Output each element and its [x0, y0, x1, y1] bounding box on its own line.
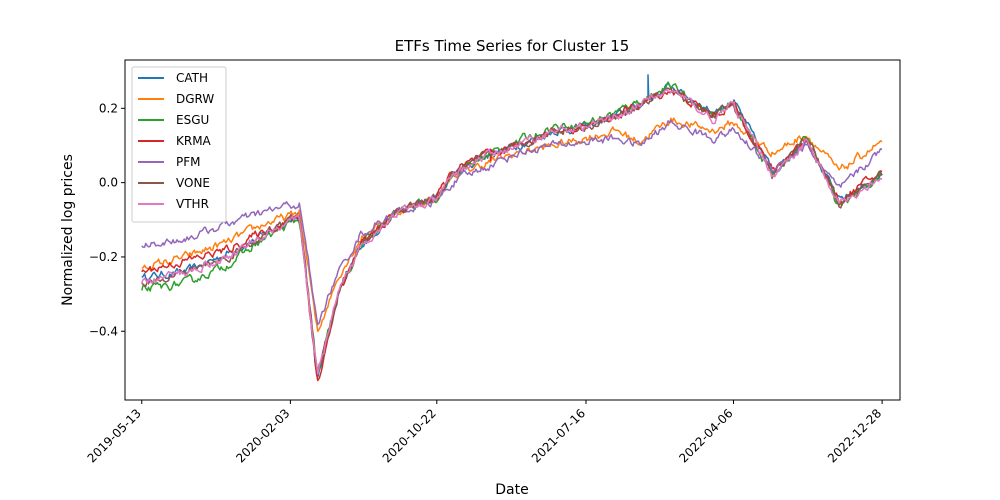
y-tick-label: −0.4	[89, 324, 118, 338]
y-tick-label: 0.2	[99, 101, 118, 115]
x-tick-label: 2021-07-16	[529, 406, 588, 465]
legend-label-krma: KRMA	[176, 134, 212, 148]
legend-label-vone: VONE	[176, 176, 210, 190]
legend-label-esgu: ESGU	[176, 113, 209, 127]
y-axis-label: Normalized log prices	[60, 154, 76, 306]
series-line-vthr	[141, 88, 883, 375]
series-line-dgrw	[141, 117, 883, 333]
x-axis-label: Date	[495, 482, 528, 498]
legend-label-pfm: PFM	[176, 155, 201, 169]
x-tick-label: 2022-04-06	[676, 406, 735, 465]
legend-label-vthr: VTHR	[176, 197, 209, 211]
legend-label-dgrw: DGRW	[176, 92, 214, 106]
x-tick-label: 2020-02-03	[233, 406, 292, 465]
x-tick-label: 2022-12-28	[825, 406, 884, 465]
legend: CATH DGRW ESGU KRMA PFM VONE VTHR	[131, 66, 227, 223]
y-tick-label: 0.0	[99, 176, 118, 190]
plot-frame	[124, 59, 901, 401]
series-layer	[141, 74, 883, 382]
series-line-pfm	[141, 119, 883, 326]
series-line-krma	[141, 90, 883, 382]
x-tick-label: 2019-05-13	[85, 406, 144, 465]
y-tick-label: −0.2	[89, 250, 118, 264]
chart-title: ETFs Time Series for Cluster 15	[395, 37, 630, 55]
x-tick-label: 2020-10-22	[380, 406, 439, 465]
legend-label-cath: CATH	[176, 71, 208, 85]
series-line-cath	[141, 74, 883, 378]
